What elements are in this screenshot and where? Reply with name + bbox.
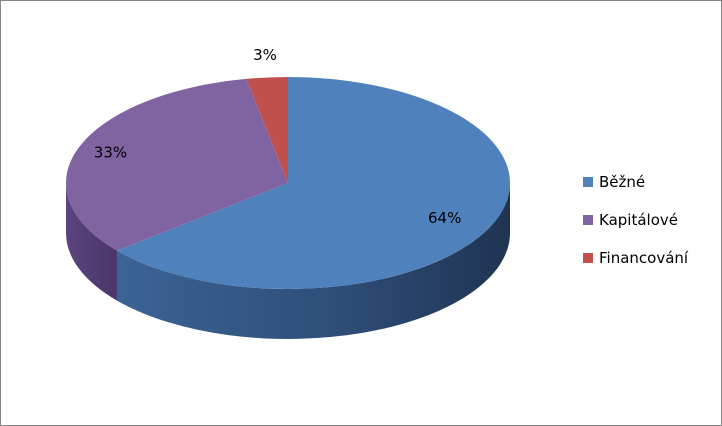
pie-top-faces: [66, 77, 510, 290]
legend-swatch-financovani: [583, 253, 593, 263]
pie-slice-0: [116, 77, 510, 290]
pie-slice-2: [246, 77, 288, 183]
legend-swatch-bezne: [583, 177, 593, 187]
data-label-1: 33%: [94, 143, 127, 161]
legend-item-kapitalove: Kapitálové: [583, 201, 719, 239]
data-label-2: 3%: [253, 46, 277, 64]
legend-label-financovani: Financování: [599, 249, 689, 267]
pie-slice-1: [66, 78, 288, 251]
legend-label-bezne: Běžné: [599, 173, 646, 191]
pie-side-0: [116, 183, 510, 340]
pie-side-walls: [66, 183, 510, 340]
legend-item-bezne: Běžné: [583, 163, 719, 201]
chart-legend: Běžné Kapitálové Financování: [583, 163, 719, 277]
pie-side-1: [66, 183, 117, 301]
legend-label-kapitalove: Kapitálové: [599, 211, 678, 229]
legend-swatch-kapitalove: [583, 215, 593, 225]
legend-item-financovani: Financování: [583, 239, 719, 277]
pie-data-labels: 64% 33% 3%: [94, 46, 462, 227]
data-label-0: 64%: [428, 209, 461, 227]
